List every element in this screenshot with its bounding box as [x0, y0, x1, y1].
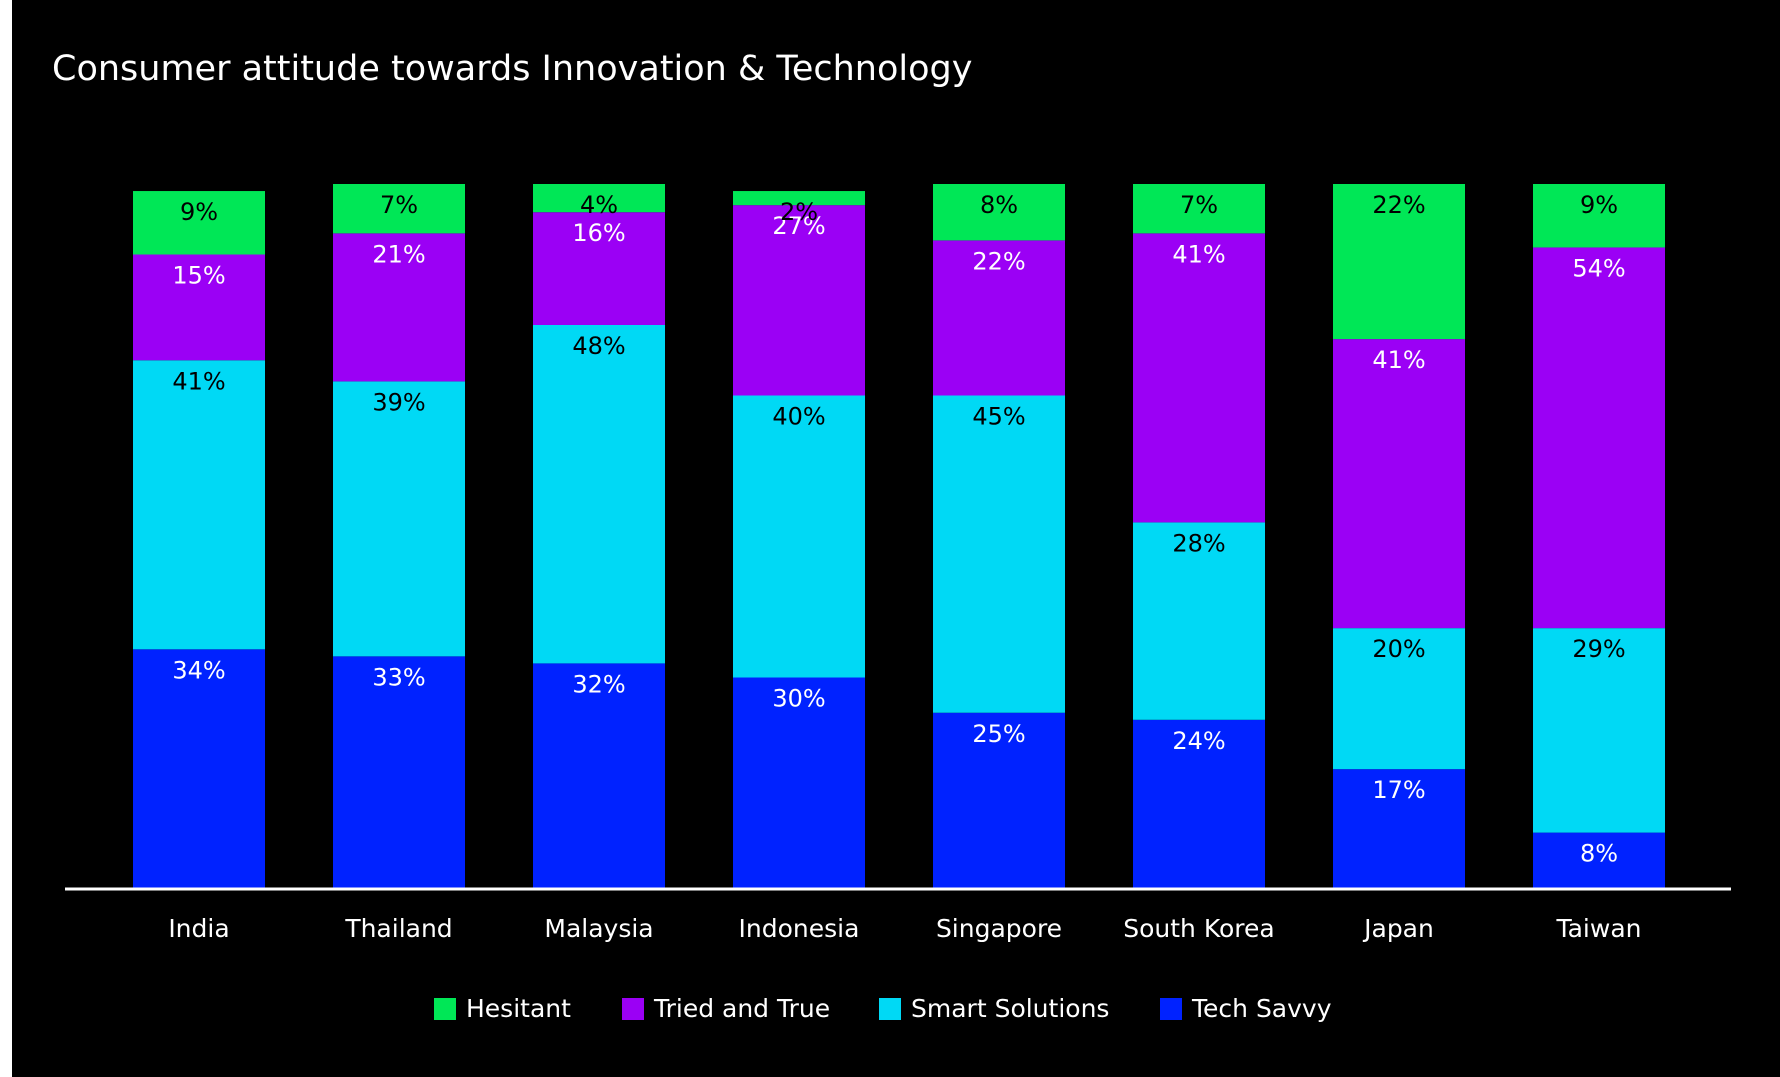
data-label: 45% [972, 403, 1025, 431]
x-tick-label: Indonesia [739, 914, 860, 943]
bar-segment [1133, 522, 1265, 720]
bar-segment [733, 191, 865, 206]
data-label: 7% [1180, 191, 1218, 219]
bar-segment [133, 191, 265, 255]
data-label: 15% [172, 262, 225, 290]
bar-segment [133, 360, 265, 650]
data-label: 27% [772, 212, 825, 240]
data-label: 21% [372, 240, 425, 268]
legend-swatch [434, 998, 456, 1020]
data-label: 33% [372, 663, 425, 691]
bar-segment [1533, 247, 1665, 629]
bar-segment [133, 649, 265, 889]
data-label: 48% [572, 332, 625, 360]
data-label: 41% [1372, 346, 1425, 374]
legend-label: Tried and True [653, 994, 830, 1023]
bar-segment [533, 184, 665, 213]
data-label: 17% [1372, 776, 1425, 804]
bar-segment [333, 184, 465, 234]
bar-segment [1133, 184, 1265, 234]
bar-segment [733, 677, 865, 889]
bar-segment [1133, 719, 1265, 889]
legend-swatch [1160, 998, 1182, 1020]
data-label: 34% [172, 656, 225, 684]
bar-segment [733, 395, 865, 678]
bar-segment [933, 240, 1065, 396]
bar-segment [933, 184, 1065, 241]
bar-segment [1333, 339, 1465, 629]
legend-swatch [879, 998, 901, 1020]
bar-segment [1333, 184, 1465, 340]
bar-segment [533, 663, 665, 889]
legend-swatch [622, 998, 644, 1020]
data-label: 2% [780, 198, 818, 226]
data-label: 30% [772, 685, 825, 713]
data-label: 41% [172, 367, 225, 395]
panel [12, 0, 1780, 1077]
x-tick-label: Japan [1362, 914, 1434, 943]
data-label: 39% [372, 388, 425, 416]
bar-segment [333, 656, 465, 889]
chart-title: Consumer attitude towards Innovation & T… [52, 49, 972, 89]
data-label: 22% [972, 247, 1025, 275]
data-label: 8% [980, 191, 1018, 219]
x-tick-label: Singapore [936, 914, 1062, 943]
data-label: 9% [180, 198, 218, 226]
data-label: 16% [572, 219, 625, 247]
data-label: 25% [972, 720, 1025, 748]
bar-segment [1533, 628, 1665, 833]
bar-segment [933, 712, 1065, 889]
data-label: 28% [1172, 529, 1225, 557]
data-label: 40% [772, 403, 825, 431]
bar-segment [333, 381, 465, 657]
data-label: 22% [1372, 191, 1425, 219]
legend-label: Smart Solutions [911, 994, 1109, 1023]
bar-segment [533, 325, 665, 664]
data-label: 24% [1172, 727, 1225, 755]
bar-segment [1133, 233, 1265, 523]
x-tick-label: Malaysia [544, 914, 653, 943]
data-label: 32% [572, 670, 625, 698]
bar-segment [333, 233, 465, 382]
bar-segment [533, 212, 665, 325]
bar-segment [1333, 628, 1465, 770]
x-tick-label: South Korea [1123, 914, 1274, 943]
x-tick-label: Thailand [344, 914, 452, 943]
bar-segment [1333, 769, 1465, 889]
legend-label: Hesitant [466, 994, 571, 1023]
data-label: 9% [1580, 191, 1618, 219]
legend-label: Tech Savvy [1191, 994, 1332, 1023]
bar-segment [733, 205, 865, 396]
data-label: 41% [1172, 240, 1225, 268]
x-tick-label: Taiwan [1555, 914, 1641, 943]
data-label: 8% [1580, 840, 1618, 868]
bar-segment [1533, 184, 1665, 248]
x-tick-label: India [168, 914, 229, 943]
bar-segment [1533, 832, 1665, 889]
data-label: 29% [1572, 635, 1625, 663]
data-label: 20% [1372, 635, 1425, 663]
data-label: 54% [1572, 254, 1625, 282]
bar-segment [133, 254, 265, 361]
data-label: 7% [380, 191, 418, 219]
bar-segment [933, 395, 1065, 713]
data-label: 4% [580, 191, 618, 219]
